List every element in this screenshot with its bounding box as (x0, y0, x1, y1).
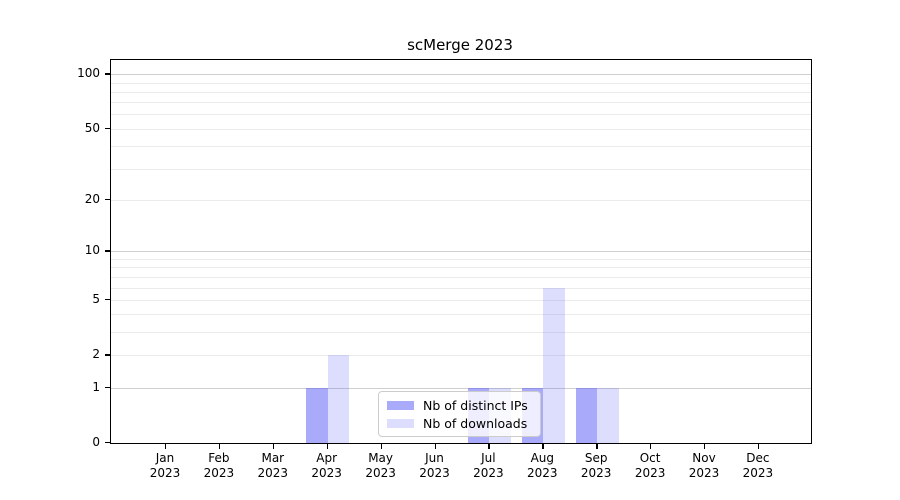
y-axis-tick (105, 442, 110, 444)
legend-swatch-downloads-icon (387, 418, 414, 428)
x-label-month: Oct (639, 451, 661, 465)
x-axis-tick (380, 444, 382, 449)
x-label-year: 2023 (527, 466, 558, 480)
minor-gridline (111, 146, 811, 148)
x-axis-tick-label: Mar 2023 (241, 451, 305, 481)
minor-gridline (111, 102, 811, 104)
x-label-year: 2023 (419, 466, 450, 480)
minor-gridline (111, 114, 811, 116)
x-axis-tick-label: Aug 2023 (510, 451, 574, 481)
legend-label-distinct-ips: Nb of distinct IPs (423, 397, 528, 413)
x-axis-tick (704, 444, 706, 449)
x-label-year: 2023 (688, 466, 720, 480)
minor-gridline (111, 267, 811, 269)
minor-gridline (111, 168, 811, 170)
x-label-month: Nov (692, 451, 716, 465)
x-axis-tick-label: Nov 2023 (672, 451, 736, 481)
x-label-month: Apr (316, 451, 338, 465)
x-axis-tick (488, 444, 490, 449)
x-label-year: 2023 (634, 466, 666, 480)
y-axis-tick (105, 354, 110, 356)
legend-label-downloads: Nb of downloads (423, 415, 528, 431)
y-axis-tick-label: 2 (92, 347, 100, 362)
x-axis-tick (596, 444, 598, 449)
x-label-month: Dec (746, 451, 770, 465)
x-label-year: 2023 (742, 466, 774, 480)
minor-gridline (111, 128, 811, 130)
minor-gridline (111, 299, 811, 301)
x-axis-tick-label: Apr 2023 (295, 451, 359, 481)
x-label-year: 2023 (311, 466, 342, 480)
x-axis-tick (542, 444, 544, 449)
legend-entry-distinct-ips: Nb of distinct IPs (387, 398, 532, 413)
minor-gridline (111, 287, 811, 289)
x-label-month: Feb (208, 451, 230, 465)
bar (575, 387, 598, 443)
x-label-month: Jul (481, 451, 496, 465)
x-axis-tick (326, 444, 329, 449)
x-axis-tick (165, 444, 167, 449)
y-axis-tick (105, 127, 110, 130)
major-gridline (111, 251, 811, 253)
x-axis-tick-label: May 2023 (349, 451, 413, 481)
x-axis-tick (434, 444, 436, 449)
y-axis-tick (105, 298, 110, 301)
x-axis-tick (757, 444, 760, 449)
x-label-year: 2023 (203, 466, 235, 480)
legend-entry-downloads: Nb of downloads (387, 416, 532, 431)
x-axis-tick-label: Dec 2023 (726, 451, 790, 481)
bar (597, 387, 619, 443)
y-axis-tick-label: 100 (77, 66, 100, 81)
y-axis-tick-label: 0 (92, 435, 100, 449)
y-axis-tick-label: 1 (92, 379, 100, 394)
x-axis-tick (650, 444, 652, 449)
y-axis-tick-label: 5 (92, 291, 100, 306)
y-axis-tick-label: 50 (84, 120, 100, 135)
minor-gridline (111, 199, 811, 201)
legend: Nb of distinct IPs Nb of downloads (378, 391, 541, 437)
y-axis-tick (105, 250, 110, 252)
x-axis-tick-label: Oct 2023 (618, 451, 682, 481)
x-label-year: 2023 (149, 466, 181, 480)
x-label-month: Mar (261, 451, 285, 465)
x-axis-tick-label: Jan 2023 (133, 451, 197, 481)
y-axis-tick (105, 198, 110, 201)
x-label-month: Jan (155, 451, 175, 465)
bar (543, 287, 565, 443)
x-label-year: 2023 (365, 466, 396, 480)
minor-gridline (111, 355, 811, 357)
y-axis-tick (105, 386, 110, 388)
chart-title: scMerge 2023 (407, 36, 513, 54)
x-label-month: Sep (584, 451, 608, 465)
x-axis-tick (218, 444, 221, 449)
x-axis-tick (272, 444, 275, 449)
minor-gridline (111, 259, 811, 260)
major-gridline (111, 387, 811, 389)
minor-gridline (111, 276, 811, 278)
x-axis-tick-label: Jul 2023 (456, 451, 520, 481)
y-axis-tick-label: 20 (84, 191, 100, 206)
bar (306, 387, 328, 443)
legend-swatch-distinct-ips-icon (387, 400, 414, 410)
x-label-year: 2023 (473, 466, 504, 480)
minor-gridline (111, 82, 811, 84)
minor-gridline (111, 314, 811, 316)
x-axis-tick-label: Jun 2023 (403, 451, 467, 481)
y-axis-tick-label: 10 (84, 243, 100, 258)
x-label-month: Aug (530, 451, 555, 465)
x-label-month: May (368, 451, 393, 465)
x-label-month: Jun (425, 451, 444, 465)
plot-area (110, 59, 812, 444)
minor-gridline (111, 91, 811, 93)
minor-gridline (111, 332, 811, 334)
x-axis-tick-label: Feb 2023 (187, 451, 251, 481)
major-gridline (111, 74, 811, 76)
x-axis-tick-label: Sep 2023 (564, 451, 628, 481)
x-label-year: 2023 (580, 466, 612, 480)
bar (327, 355, 350, 443)
y-axis-tick (105, 73, 110, 75)
x-label-year: 2023 (257, 466, 289, 480)
